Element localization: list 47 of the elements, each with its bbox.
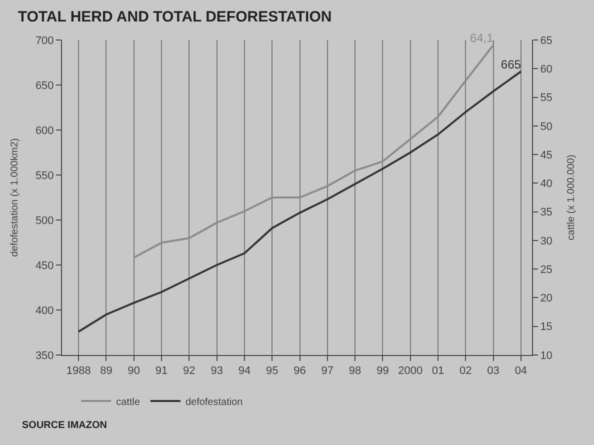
y2-tick-label: 45: [540, 149, 552, 162]
y-tick-label: 550: [35, 170, 54, 182]
x-tick-label: 92: [183, 365, 196, 378]
x-tick-label: 02: [460, 365, 472, 378]
y-tick-label: 500: [35, 214, 54, 227]
x-tick-label: 1988: [66, 365, 91, 378]
x-tick-label: 01: [432, 365, 444, 378]
y2-tick-label: 50: [540, 120, 552, 133]
y-tick-label: 450: [35, 260, 54, 272]
x-tick-label: 90: [128, 365, 140, 378]
x-tick-label: 2000: [398, 365, 423, 378]
x-tick-label: 91: [155, 365, 168, 378]
y2-tick-label: 30: [540, 235, 552, 248]
x-tick-label: 93: [210, 365, 223, 378]
y2-tick-label: 10: [540, 350, 552, 362]
data-label: 665: [500, 58, 522, 72]
x-tick-label: 97: [321, 365, 334, 378]
y2-tick-label: 15: [540, 321, 552, 334]
y-tick-label: 400: [35, 304, 54, 317]
y2-tick-label: 35: [540, 206, 552, 219]
x-tick-label: 89: [100, 365, 112, 378]
x-tick-label: 04: [514, 365, 528, 378]
y2-tick-label: 20: [540, 292, 552, 305]
line-series: [78, 70, 522, 333]
y-tick-label: 600: [35, 124, 54, 137]
y-axis-title: defofestation (x 1.000km2): [9, 138, 20, 257]
y2-tick-label: 65: [540, 34, 552, 47]
data-label: 64,1: [470, 31, 494, 46]
y2-tick-label: 25: [540, 264, 552, 276]
x-tick-label: 95: [266, 365, 278, 378]
y-tick-label: 350: [35, 350, 54, 362]
legend-label: cattle: [116, 396, 140, 408]
x-tick-label: 98: [348, 365, 362, 378]
line-series: [132, 44, 494, 259]
y2-tick-label: 40: [540, 178, 552, 190]
legend-label: defofestation: [185, 396, 243, 408]
y2-tick-label: 60: [540, 63, 552, 76]
y2-tick-label: 55: [540, 92, 552, 104]
y-tick-label: 650: [35, 80, 54, 92]
chart-title: TOTAL HERD AND TOTAL DEFORESTATION: [18, 8, 332, 26]
y2-axis-title: cattle (x 1.000.000): [566, 154, 577, 240]
x-tick-label: 03: [487, 365, 500, 378]
y-tick-label: 700: [35, 34, 54, 47]
source-note: SOURCE IMAZON: [22, 420, 107, 431]
x-tick-label: 99: [376, 365, 389, 378]
x-tick-label: 94: [238, 365, 251, 378]
x-tick-label: 96: [294, 365, 306, 378]
